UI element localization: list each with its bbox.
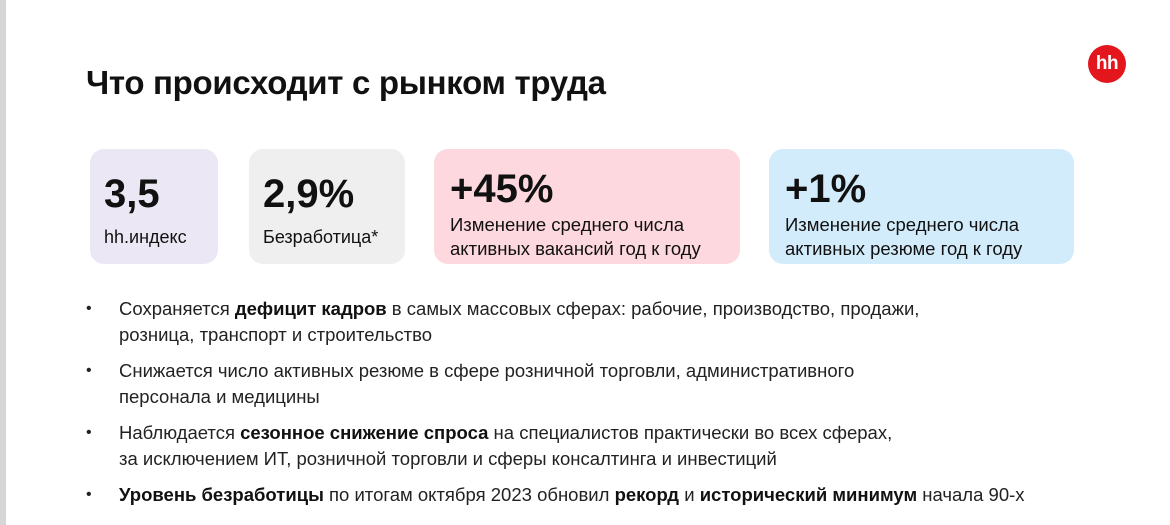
emphasis: дефицит кадров [234, 298, 387, 319]
stat-card-unemployment: 2,9% Безработица* [249, 149, 405, 264]
bullet-marker: • [86, 362, 92, 379]
text: розница, транспорт и строительство [119, 324, 433, 345]
list-item: • Уровень безработицы по итогам октября … [86, 482, 1146, 508]
stat-caption: hh.индекс [104, 227, 187, 247]
stat-value: 3,5 [104, 172, 160, 216]
emphasis: исторический минимум [699, 484, 918, 505]
list-item: • Сохраняется дефицит кадров в самых мас… [86, 296, 1146, 348]
emphasis: Уровень безработицы [119, 484, 324, 505]
stat-caption: Изменение среднего числа активных резюме… [785, 213, 1022, 261]
list-item: • Наблюдается сезонное снижение спроса н… [86, 420, 1146, 472]
stat-caption: Изменение среднего числа активных ваканс… [450, 213, 701, 261]
text: по итогам октября 2023 обновил [323, 484, 615, 505]
bullet-list: • Сохраняется дефицит кадров в самых мас… [86, 296, 1146, 518]
emphasis: сезонное снижение спроса [240, 422, 489, 443]
text: и [679, 484, 700, 505]
stat-card-vacancies: +45% Изменение среднего числа активных в… [434, 149, 740, 264]
stat-caption: Безработица* [263, 227, 379, 247]
stat-caption-line: Изменение среднего числа [450, 214, 685, 235]
text: на специалистов практически во всех сфер… [488, 422, 893, 443]
page-title: Что происходит с рынком труда [86, 64, 606, 101]
text: за исключением ИТ, розничной торговли и … [119, 448, 777, 469]
bullet-marker: • [86, 486, 92, 503]
stat-card-resumes: +1% Изменение среднего числа активных ре… [769, 149, 1074, 264]
slide: Что происходит с рынком труда hh 3,5 hh.… [6, 0, 1170, 525]
hh-logo: hh [1088, 45, 1126, 83]
stat-value: 2,9% [263, 172, 355, 216]
text: начала 90-х [917, 484, 1025, 505]
stat-caption-line: активных резюме год к году [785, 238, 1023, 259]
stat-value: +45% [450, 167, 554, 211]
stat-caption-line: Изменение среднего числа [785, 214, 1020, 235]
text: персонала и медицины [119, 386, 320, 407]
bullet-marker: • [86, 424, 92, 441]
stat-value: +1% [785, 167, 867, 211]
stat-card-hh-index: 3,5 hh.индекс [90, 149, 218, 264]
bullet-marker: • [86, 300, 92, 317]
text: Наблюдается [119, 422, 241, 443]
list-item: • Снижается число активных резюме в сфер… [86, 358, 1146, 410]
text: Сохраняется [119, 298, 235, 319]
emphasis: рекорд [614, 484, 680, 505]
text: в самых массовых сферах: рабочие, произв… [386, 298, 920, 319]
stat-caption-line: активных вакансий год к году [450, 238, 701, 259]
text: Снижается число активных резюме в сфере … [119, 360, 855, 381]
